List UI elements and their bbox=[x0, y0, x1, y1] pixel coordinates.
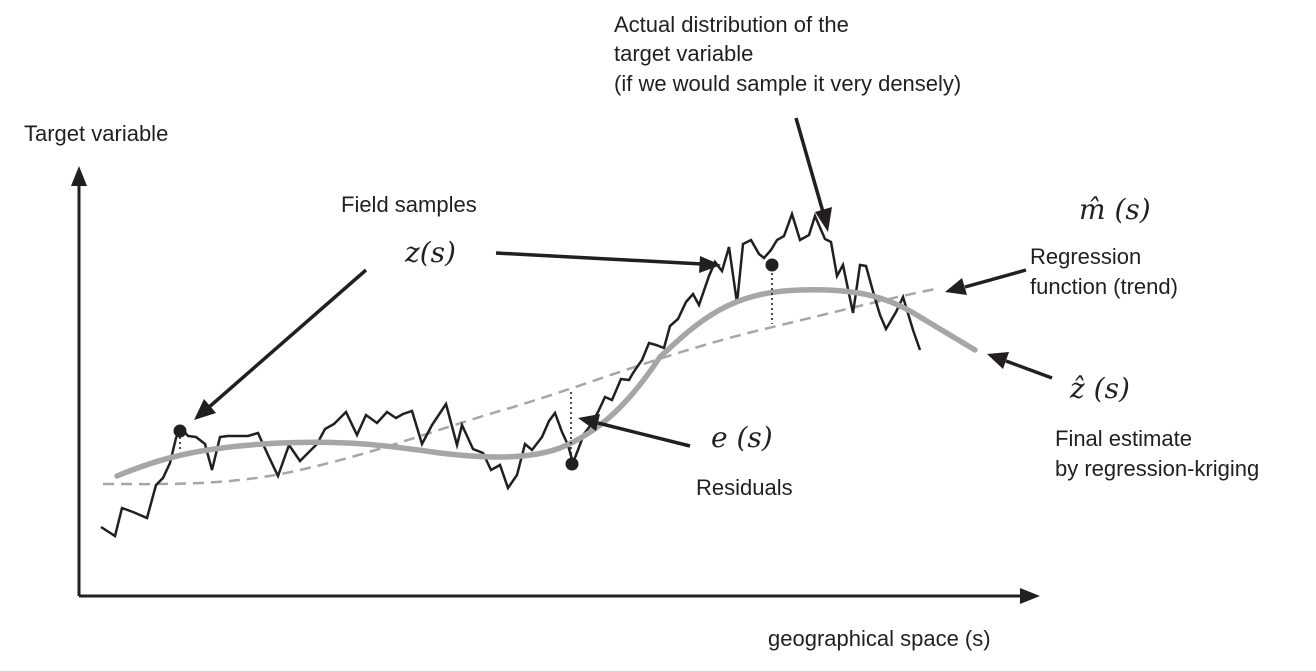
axes bbox=[71, 166, 1040, 604]
actual-distribution-label-line2: target variable bbox=[614, 41, 753, 66]
final-estimate-label-line2: by regression-kriging bbox=[1055, 456, 1259, 481]
z-s-symbol: z(s) bbox=[404, 236, 456, 269]
actual-distribution-label-line3: (if we would sample it very densely) bbox=[614, 71, 961, 96]
arrow-residuals-head bbox=[578, 414, 600, 431]
actual-distribution-line bbox=[100, 210, 922, 538]
actual-distribution-label-line1: Actual distribution of the bbox=[614, 12, 849, 37]
m-hat-symbol: m̂ (s) bbox=[1079, 193, 1151, 226]
arrow-final-estimate bbox=[1005, 359, 1053, 380]
arrow-actual-distribution-head bbox=[815, 207, 832, 232]
pointer-arrows bbox=[194, 117, 1053, 448]
arrow-actual-distribution bbox=[794, 117, 825, 213]
regression-label-line2: function (trend) bbox=[1030, 274, 1178, 299]
field-sample-point-2 bbox=[565, 457, 579, 471]
arrow-field-sample-right-head bbox=[699, 256, 721, 273]
x-axis-arrowhead bbox=[1020, 588, 1040, 604]
y-axis-arrowhead bbox=[71, 166, 87, 186]
final-estimate-curve bbox=[114, 286, 978, 479]
y-axis-label: Target variable bbox=[24, 121, 168, 146]
regression-label-line1: Regression bbox=[1030, 244, 1141, 269]
field-sample-point-1 bbox=[173, 424, 187, 438]
e-s-symbol: e (s) bbox=[711, 421, 773, 454]
arrow-regression-trend bbox=[964, 268, 1027, 289]
z-hat-symbol: ẑ (s) bbox=[1069, 372, 1130, 405]
arrow-field-sample-right bbox=[495, 251, 703, 266]
residuals-label: Residuals bbox=[696, 475, 793, 500]
x-axis-label: geographical space (s) bbox=[768, 626, 991, 651]
arrow-field-sample-left-head bbox=[194, 399, 216, 420]
field-sample-point-3 bbox=[765, 258, 779, 272]
field-samples-label: Field samples bbox=[341, 192, 477, 217]
regression-trend-curve bbox=[102, 286, 941, 486]
arrow-residuals bbox=[597, 421, 691, 448]
arrow-final-estimate-head bbox=[987, 352, 1009, 369]
final-estimate-label-line1: Final estimate bbox=[1055, 426, 1192, 451]
arrow-regression-trend-head bbox=[945, 278, 967, 295]
arrow-field-sample-left bbox=[206, 268, 368, 410]
